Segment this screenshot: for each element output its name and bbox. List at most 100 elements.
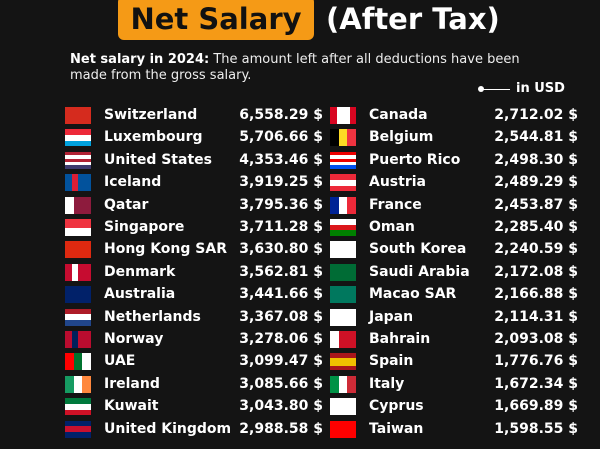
country-name: Kuwait <box>104 398 159 415</box>
flag-stripe <box>65 241 91 259</box>
flag-stripe <box>65 227 91 236</box>
flag-stripe <box>71 331 78 348</box>
flag-stripe <box>73 353 83 371</box>
flag-stripe <box>338 331 348 348</box>
country-name: Austria <box>369 174 426 191</box>
flag-stripe <box>330 151 356 156</box>
flag-stripe <box>338 129 348 147</box>
net-salary: 4,353.46 $ <box>239 151 323 168</box>
flag-stripe <box>65 353 74 371</box>
flag-stripe <box>330 219 356 225</box>
country-name: Denmark <box>104 263 176 280</box>
flag <box>330 420 356 438</box>
net-salary: 3,562.81 $ <box>239 263 323 280</box>
country-name: Puerto Rico <box>369 151 461 168</box>
flag-stripe <box>65 375 74 393</box>
flag-stripe <box>78 174 85 192</box>
flag-stripe <box>65 331 72 348</box>
country-name: Bahrain <box>369 331 431 347</box>
flag <box>330 241 356 259</box>
flag-stripe <box>84 263 91 281</box>
flag-stripe <box>65 158 91 163</box>
net-salary: 2,114.31 $ <box>494 308 578 325</box>
flag-stripe <box>65 409 91 416</box>
flag-stripe <box>343 107 350 124</box>
flag-stripe <box>73 375 83 393</box>
net-salary: 1,776.76 $ <box>494 353 578 370</box>
flag-stripe <box>65 107 91 124</box>
flag-stripe <box>330 107 337 124</box>
flag-stripe <box>330 429 356 438</box>
flag-stripe <box>65 308 91 315</box>
flag-stripe <box>65 319 91 326</box>
title-box <box>118 0 314 40</box>
net-salary: 2,988.58 $ <box>239 420 323 437</box>
flag-stripe <box>330 165 356 169</box>
flag-stripe <box>336 107 343 124</box>
flag-stripe <box>330 357 356 362</box>
flag <box>330 375 356 393</box>
flag <box>65 129 91 147</box>
flag-stripe <box>330 375 339 393</box>
net-salary: 3,795.36 $ <box>239 196 323 213</box>
flag-stripe <box>65 151 91 156</box>
flag-stripe <box>330 353 356 358</box>
net-salary: 2,498.30 $ <box>494 151 578 168</box>
flag-stripe <box>347 129 356 147</box>
flag-stripe <box>347 331 356 348</box>
flag-stripe <box>78 263 85 281</box>
net-salary: 2,166.88 $ <box>494 286 578 303</box>
flag-stripe <box>330 129 339 147</box>
flag <box>65 241 91 259</box>
net-salary: 3,367.08 $ <box>239 308 323 325</box>
flag <box>330 107 356 124</box>
flag-stripe <box>330 308 356 326</box>
flag <box>330 151 356 169</box>
flag-stripe <box>82 196 91 214</box>
net-salary: 2,712.02 $ <box>494 107 578 123</box>
country-name: United Kingdom <box>104 420 232 437</box>
flag <box>65 398 91 416</box>
flag-stripe <box>330 224 356 231</box>
flag-stripe <box>71 263 78 281</box>
flag-stripe <box>330 155 356 159</box>
flag-stripe <box>347 375 356 393</box>
flag <box>330 353 356 371</box>
country-name: Switzerland <box>104 107 198 123</box>
flag-stripe <box>65 140 91 147</box>
net-salary: 5,706.66 $ <box>239 129 323 146</box>
net-salary: 6,558.29 $ <box>239 107 323 123</box>
title-suffix: (After Tax) <box>326 2 500 36</box>
flag-stripe <box>330 263 356 281</box>
country-name: Japan <box>369 308 414 325</box>
country-name: Saudi Arabia <box>369 263 470 280</box>
flag <box>330 219 356 236</box>
flag-stripe <box>73 196 83 214</box>
flag-stripe <box>65 174 72 192</box>
flag-stripe <box>78 331 85 348</box>
flag <box>330 174 356 192</box>
net-salary: 2,093.08 $ <box>494 331 578 347</box>
country-name: Hong Kong SAR <box>104 241 227 258</box>
flag <box>330 286 356 304</box>
flag <box>65 151 91 169</box>
flag <box>65 331 91 348</box>
net-salary: 3,085.66 $ <box>239 375 323 392</box>
flag-stripe <box>65 155 91 159</box>
flag-stripe <box>65 162 91 166</box>
country-name: Qatar <box>104 196 149 213</box>
net-salary: 1,672.34 $ <box>494 375 578 392</box>
flag <box>65 375 91 393</box>
flag-stripe <box>65 431 91 438</box>
subtitle-text: The amount left after all deductions hav… <box>70 52 520 83</box>
net-salary: 3,043.80 $ <box>239 398 323 415</box>
net-salary: 3,711.28 $ <box>239 219 323 235</box>
flag-stripe <box>65 263 72 281</box>
flag <box>330 196 356 214</box>
flag-stripe <box>82 353 91 371</box>
flag-stripe <box>65 403 91 410</box>
flag <box>330 263 356 281</box>
flag <box>330 331 356 348</box>
flag-stripe <box>65 426 91 432</box>
